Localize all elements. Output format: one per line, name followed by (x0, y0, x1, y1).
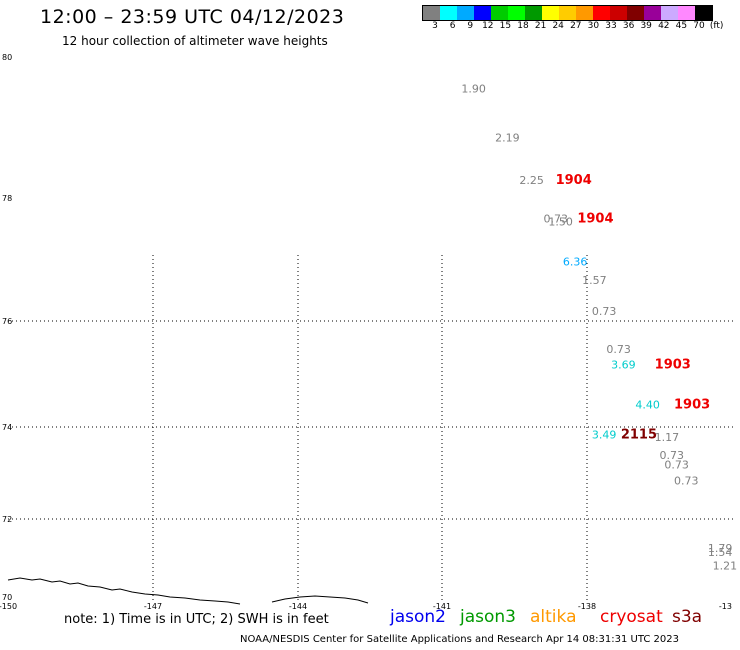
scale-label: 18 (517, 21, 529, 31)
map-title: 12:00 – 23:59 UTC 04/12/2023 (40, 6, 345, 28)
coastline-east (271, 595, 369, 604)
scale-swatch (440, 6, 457, 20)
wave-height-value: 1.21 (713, 560, 738, 573)
pass-time-label: 1903 (674, 397, 710, 412)
scale-label: 33 (605, 21, 617, 31)
scale-swatch (678, 6, 695, 20)
pass-times: 1904 1904 1903 1903 2115 (556, 173, 711, 443)
coastline-west (7, 577, 241, 605)
scale-label: 6 (449, 21, 456, 31)
satellite-jason3: jason3 (460, 607, 516, 627)
scale-label: 42 (658, 21, 670, 31)
scale-swatch (474, 6, 491, 20)
longitude-label: -13 (719, 602, 732, 611)
wave-height-value: 0.73 (664, 458, 689, 471)
longitude-label: -138 (578, 602, 596, 611)
coastline (7, 577, 369, 605)
scale-swatch (576, 6, 593, 20)
scale-swatch (661, 6, 678, 20)
scale-swatch (491, 6, 508, 20)
latitude-label: 78 (2, 194, 12, 203)
wave-height-value: 0.73 (544, 213, 569, 226)
longitude-label: -150 (0, 602, 17, 611)
scale-swatch (508, 6, 525, 20)
satellite-jason2: jason2 (390, 607, 446, 627)
longitude-label: -147 (144, 602, 162, 611)
wave-height-value: 1.50 (548, 216, 573, 229)
scale-label: 70 (693, 21, 705, 31)
wave-height-value: 0.73 (660, 449, 685, 462)
scale-label: 45 (675, 21, 688, 31)
wave-height-value: 4.40 (635, 398, 660, 411)
scale-swatch (644, 6, 661, 20)
scale-label: 36 (622, 21, 635, 31)
footer-credit: NOAA/NESDIS Center for Satellite Applica… (240, 634, 679, 645)
latitude-label: 76 (2, 317, 12, 326)
scale-swatch (593, 6, 610, 20)
wave-height-value: 0.73 (674, 475, 699, 488)
scale-swatch (695, 6, 712, 20)
wave-height-value: 6.36 (563, 256, 588, 269)
pass-time-label: 1904 (577, 212, 613, 227)
wave-height-value: 3.49 (592, 429, 617, 442)
scale-label: 15 (499, 21, 512, 31)
scale-label: 27 (570, 21, 582, 31)
wave-height-value: 1.79 (708, 542, 733, 555)
graticule (8, 255, 735, 600)
wave-height-color-scale (422, 5, 713, 21)
satellite-cryosat: cryosat (600, 607, 663, 627)
longitude-label: -144 (289, 602, 307, 611)
latitude-label: 72 (2, 515, 12, 524)
scale-swatch (559, 6, 576, 20)
scale-label: (ft) (709, 21, 724, 31)
wave-height-value: 3.69 (611, 359, 636, 372)
scale-label: 3 (432, 21, 438, 31)
latitude-label: 80 (2, 53, 12, 62)
axis-labels: 80 78 76 74 72 70-150 -147 -144 -141 -138 -13 (0, 53, 732, 611)
wave-height-value: 0.73 (606, 343, 631, 356)
scale-swatch (457, 6, 474, 20)
scale-label: 9 (467, 21, 474, 31)
wave-height-values: 1.902.192.250.731.506.361.570.730.733.69… (461, 82, 737, 572)
scale-label: 39 (640, 21, 652, 31)
wave-height-value: 1.57 (582, 274, 607, 287)
satellite-s3a: s3a (672, 607, 703, 627)
scale-label: 21 (534, 21, 547, 31)
scale-swatch (423, 6, 440, 20)
scale-label: 30 (587, 21, 600, 31)
scale-swatch (525, 6, 542, 20)
longitude-label: -141 (433, 602, 451, 611)
pass-time-label: 2115 (621, 428, 657, 443)
wave-height-value: 1.54 (708, 546, 733, 559)
wave-height-value: 2.25 (519, 174, 544, 187)
wave-height-value: 0.73 (592, 305, 617, 318)
color-scale-labels: 3 6 9 12 15 18 21 24 27 30 33 36 39 42 45 70 (ft) (422, 21, 740, 35)
pass-time-label: 1904 (556, 173, 592, 188)
wave-height-value: 2.19 (495, 132, 519, 145)
scale-swatch (627, 6, 644, 20)
scale-swatch (542, 6, 559, 20)
scale-swatch (610, 6, 627, 20)
wave-height-value: 1.17 (655, 431, 680, 444)
pass-time-label: 1903 (655, 358, 691, 373)
latitude-label: 74 (2, 423, 12, 432)
scale-label: 12 (482, 21, 494, 31)
map-subtitle: 12 hour collection of altimeter wave hei… (62, 34, 328, 48)
scale-label: 24 (552, 21, 564, 31)
satellite-altika: altika (530, 607, 577, 627)
latitude-label: 70 (2, 593, 12, 602)
units-note: note: 1) Time is in UTC; 2) SWH is in fe… (64, 612, 329, 627)
wave-height-value: 1.90 (461, 82, 486, 95)
